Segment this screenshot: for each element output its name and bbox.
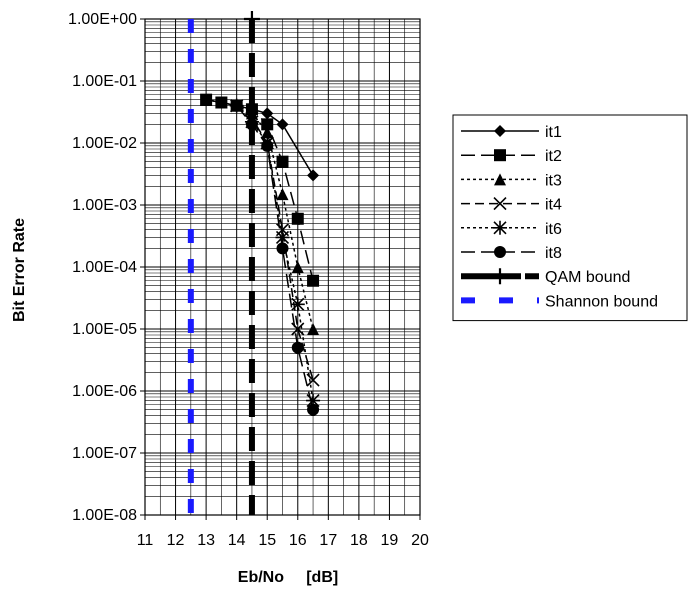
legend-label-shannon-bound: Shannon bound xyxy=(545,293,658,310)
data-point-it3 xyxy=(200,93,213,106)
data-point-it6 xyxy=(275,230,290,245)
legend-marker-it8 xyxy=(494,246,506,258)
x-tick-label: 14 xyxy=(228,532,246,549)
data-point-it1 xyxy=(276,118,289,131)
x-tick-label: 13 xyxy=(197,532,215,549)
legend-marker-qam-bound xyxy=(492,268,508,285)
data-point-it1 xyxy=(307,169,320,182)
y-axis-title: Bit Error Rate xyxy=(11,218,28,322)
data-point-it3 xyxy=(215,96,228,109)
y-tick-label: 1.00E+00 xyxy=(68,11,137,28)
x-tick-label: 16 xyxy=(289,532,307,549)
data-point-it8 xyxy=(230,99,243,112)
data-point-it1 xyxy=(261,107,274,120)
bound-lines xyxy=(187,19,255,515)
data-point-it8 xyxy=(307,403,320,416)
y-tick-label: 1.00E-01 xyxy=(72,73,137,90)
legend-label-it8: it8 xyxy=(545,245,562,262)
y-tick-label: 1.00E-06 xyxy=(72,383,137,400)
plot-border xyxy=(144,18,421,516)
x-tick-label: 17 xyxy=(319,532,337,549)
series-markers xyxy=(200,11,321,416)
y-tick-label: 1.00E-04 xyxy=(72,259,137,276)
legend-marker-it1 xyxy=(494,125,506,137)
legend-label-it2: it2 xyxy=(545,148,562,165)
data-point-it3 xyxy=(307,323,320,335)
legend-label-it6: it6 xyxy=(545,221,562,238)
data-point-qam-bound xyxy=(243,11,260,27)
data-point-it2 xyxy=(276,155,289,168)
legend: it1 it2 it3 it4 it6 it8 QAM bound Shannon bound xyxy=(452,114,688,322)
legend-box xyxy=(452,114,688,322)
x-tick-label: 19 xyxy=(381,532,399,549)
x-axis-title: Eb/No [dB] xyxy=(238,569,338,586)
y-tick-label: 1.00E-05 xyxy=(72,321,137,338)
data-point-it8 xyxy=(261,139,274,152)
y-tick-label: 1.00E-08 xyxy=(72,507,137,524)
x-tick-labels: 11 12 13 14 15 16 17 18 19 20 xyxy=(137,532,429,549)
data-point-it2 xyxy=(307,274,320,287)
x-tick-label: 15 xyxy=(258,532,276,549)
y-tick-label: 1.00E-02 xyxy=(72,135,137,152)
data-point-it4 xyxy=(306,373,320,387)
y-tick-label: 1.00E-07 xyxy=(72,445,137,462)
data-point-it3 xyxy=(291,261,304,273)
data-point-it2 xyxy=(261,118,274,131)
legend-label-it1: it1 xyxy=(545,124,562,141)
x-tick-label: 20 xyxy=(411,532,429,549)
grid xyxy=(140,18,421,520)
y-tick-label: 1.00E-03 xyxy=(72,197,137,214)
x-tick-label: 11 xyxy=(137,532,154,549)
data-point-it8 xyxy=(291,341,304,354)
data-point-it3 xyxy=(276,188,289,201)
data-point-it3 xyxy=(261,126,274,139)
legend-label-it4: it4 xyxy=(545,197,562,214)
legend-marker-it2 xyxy=(494,149,506,162)
data-point-it8 xyxy=(245,118,258,131)
x-tick-label: 12 xyxy=(167,532,185,549)
y-tick-labels: 1.00E+00 1.00E-01 1.00E-02 1.00E-03 1.00E-04… xyxy=(68,11,137,524)
data-point-it8 xyxy=(276,242,289,255)
legend-marker-it4 xyxy=(493,197,507,211)
legend-label-qam-bound: QAM bound xyxy=(545,269,630,286)
data-point-it2 xyxy=(291,212,304,225)
legend-marker-it3 xyxy=(494,173,506,186)
data-point-it6 xyxy=(290,297,305,312)
data-point-it6 xyxy=(306,393,321,408)
x-tick-label: 18 xyxy=(350,532,368,549)
legend-marker-it6 xyxy=(493,220,507,235)
legend-label-it3: it3 xyxy=(545,172,562,189)
data-point-it4 xyxy=(291,322,305,336)
